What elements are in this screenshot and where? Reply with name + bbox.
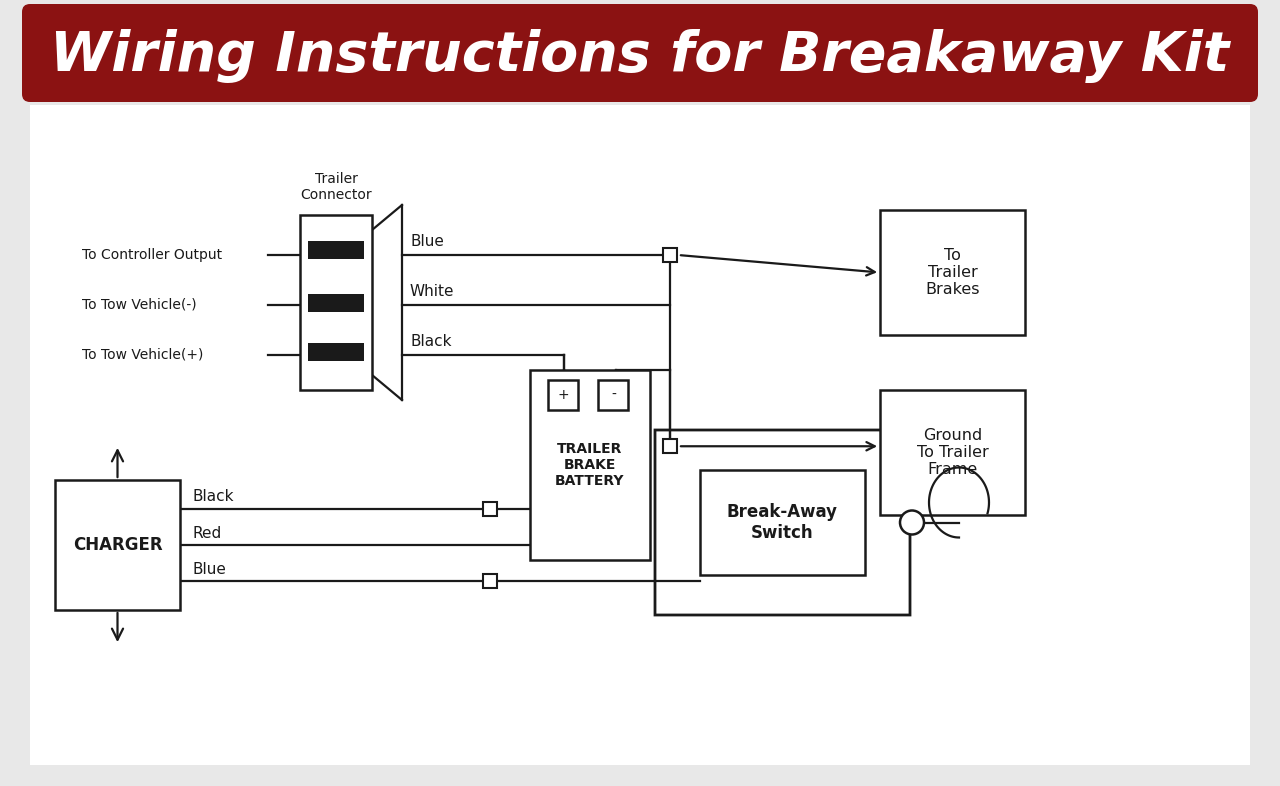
Bar [548,380,579,410]
Bar [881,210,1025,335]
Text: Black: Black [410,333,452,348]
Text: To Tow Vehicle(-): To Tow Vehicle(-) [82,298,197,312]
Bar [308,343,364,361]
Bar [663,248,677,262]
Text: Ground
To Trailer
Frame: Ground To Trailer Frame [916,428,988,477]
Text: +: + [557,388,568,402]
Text: Blue: Blue [410,233,444,248]
Text: To Controller Output: To Controller Output [82,248,223,262]
Bar [483,575,497,589]
Text: White: White [410,284,454,299]
Bar [55,480,180,610]
Text: To
Trailer
Brakes: To Trailer Brakes [925,248,979,297]
Text: TRAILER
BRAKE
BATTERY: TRAILER BRAKE BATTERY [556,442,625,488]
Text: Black: Black [192,489,233,504]
Circle shape [900,510,924,534]
Bar [663,439,677,454]
Bar [308,241,364,259]
Bar [483,501,497,516]
Text: CHARGER: CHARGER [73,536,163,554]
Bar [29,105,1251,765]
FancyBboxPatch shape [22,4,1258,102]
Text: Red: Red [192,526,221,541]
Text: Wiring Instructions for Breakaway Kit: Wiring Instructions for Breakaway Kit [50,29,1230,83]
Bar [881,390,1025,515]
Text: Blue: Blue [192,562,225,577]
Bar [530,370,650,560]
Text: -: - [611,388,616,402]
Bar [700,470,865,575]
Bar [599,380,628,410]
Bar [300,215,372,390]
Bar [308,293,364,311]
Text: Break-Away
Switch: Break-Away Switch [727,503,838,542]
Text: Trailer
Connector: Trailer Connector [301,172,371,202]
Text: To Tow Vehicle(+): To Tow Vehicle(+) [82,348,204,362]
